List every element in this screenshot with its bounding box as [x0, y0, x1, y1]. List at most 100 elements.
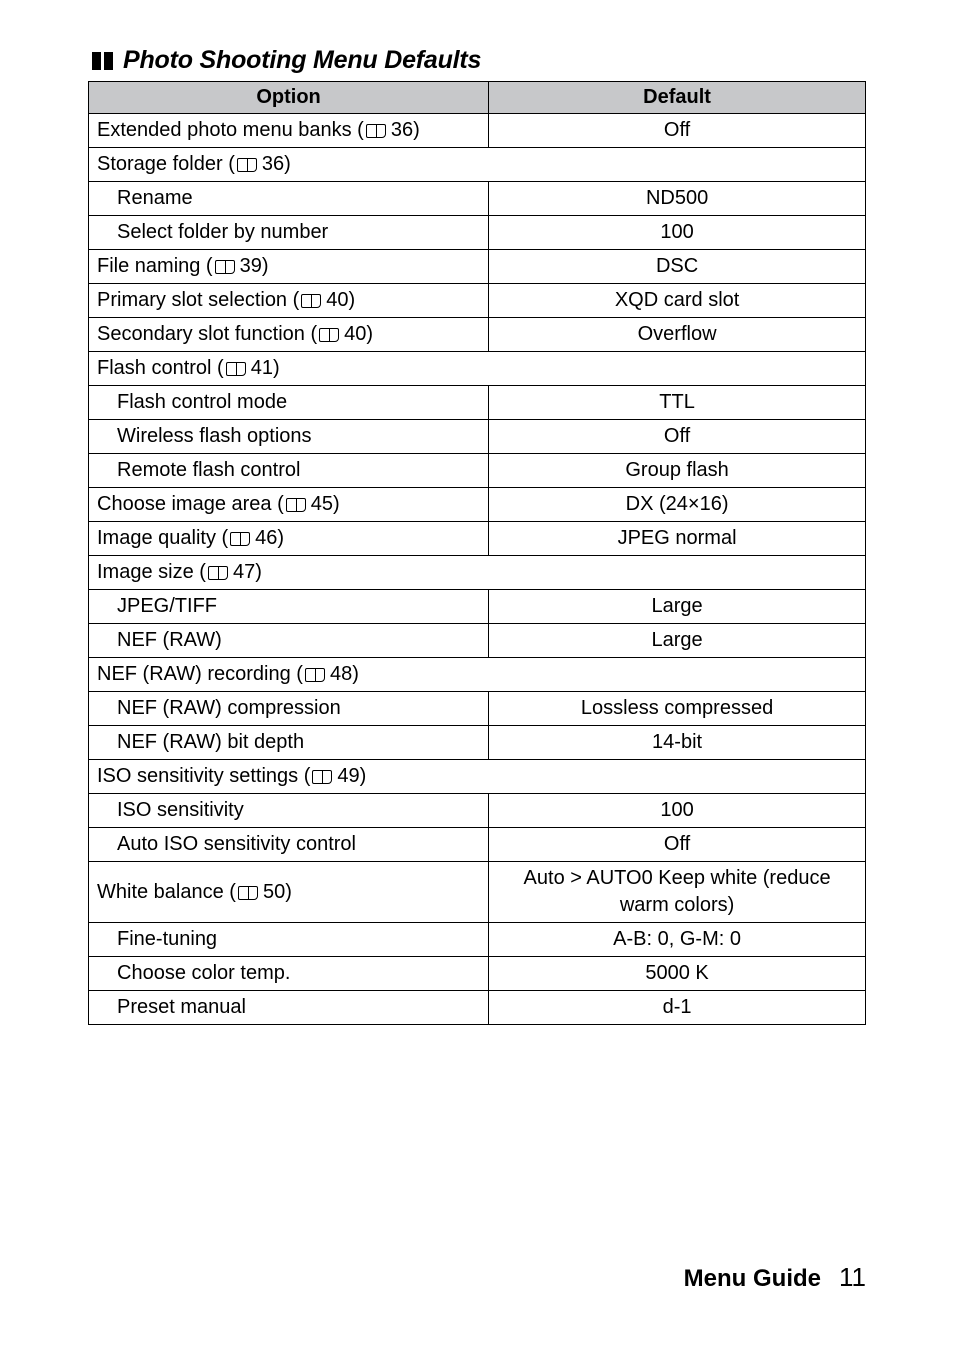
table-row: Extended photo menu banks ( 36)Off: [89, 114, 866, 148]
option-text: White balance ( 50): [97, 881, 292, 903]
ref-page-number: 47: [229, 561, 255, 583]
default-cell: d-1: [489, 991, 866, 1025]
table-row: Preset manual d-1: [89, 991, 866, 1025]
option-tail: ): [262, 255, 269, 277]
option-text: File naming ( 39): [97, 255, 269, 277]
table-row: Fine-tuning A-B: 0, G-M: 0: [89, 923, 866, 957]
default-cell: TTL: [489, 386, 866, 420]
option-text: ISO sensitivity: [97, 797, 480, 824]
option-cell: Preset manual: [89, 991, 489, 1025]
option-cell: White balance ( 50): [89, 862, 489, 923]
option-cell: Image size ( 47): [89, 556, 866, 590]
default-cell: Off: [489, 828, 866, 862]
book-ref-icon: [230, 532, 250, 546]
defaults-table: Option Default Extended photo menu banks…: [88, 81, 866, 1025]
option-tail: ): [284, 153, 291, 175]
default-cell: A-B: 0, G-M: 0: [489, 923, 866, 957]
book-ref-icon: [237, 158, 257, 172]
option-text: Preset manual: [97, 994, 480, 1021]
default-cell: 14-bit: [489, 726, 866, 760]
option-text: Fine-tuning: [97, 926, 480, 953]
table-row: Select folder by number 100: [89, 216, 866, 250]
option-text: Flash control mode: [97, 389, 480, 416]
option-cell: Extended photo menu banks ( 36): [89, 114, 489, 148]
page-footer: Menu Guide 11: [684, 1262, 866, 1293]
option-text: Select folder by number: [97, 219, 480, 246]
option-text: NEF (RAW) recording ( 48): [97, 663, 359, 685]
table-row: NEF (RAW) compressionLossless compressed: [89, 692, 866, 726]
table-row: Secondary slot function ( 40) Overflow: [89, 318, 866, 352]
table-row: ISO sensitivity settings ( 49): [89, 760, 866, 794]
option-text: Primary slot selection ( 40): [97, 289, 355, 311]
ref-page-number: 36: [258, 153, 284, 175]
ref-page-number: 50: [259, 881, 285, 903]
table-header-row: Option Default: [89, 82, 866, 114]
option-cell: File naming ( 39): [89, 250, 489, 284]
table-row: JPEG/TIFFLarge: [89, 590, 866, 624]
footer-label: Menu Guide: [684, 1265, 821, 1293]
table-row: Image quality ( 46)JPEG normal: [89, 522, 866, 556]
option-cell: NEF (RAW): [89, 624, 489, 658]
default-cell: 100: [489, 216, 866, 250]
option-cell: Storage folder ( 36): [89, 148, 866, 182]
table-row: Flash control mode TTL: [89, 386, 866, 420]
default-cell: 5000 K: [489, 957, 866, 991]
option-text: Flash control ( 41): [97, 357, 280, 379]
option-text: Auto ISO sensitivity control: [97, 831, 480, 858]
book-ref-icon: [305, 668, 325, 682]
option-text: NEF (RAW) bit depth: [97, 729, 480, 756]
option-text: Choose image area ( 45): [97, 493, 340, 515]
table-row: Image size ( 47): [89, 556, 866, 590]
option-cell: Auto ISO sensitivity control: [89, 828, 489, 862]
table-row: NEF (RAW)Large: [89, 624, 866, 658]
option-tail: ): [352, 663, 359, 685]
table-row: Wireless flash optionsOff: [89, 420, 866, 454]
ref-page-number: 40: [322, 289, 348, 311]
option-cell: NEF (RAW) recording ( 48): [89, 658, 866, 692]
option-cell: Flash control mode: [89, 386, 489, 420]
option-tail: ): [285, 881, 292, 903]
option-tail: ): [273, 357, 280, 379]
default-cell: Large: [489, 590, 866, 624]
ref-page-number: 36: [387, 119, 413, 141]
default-cell: XQD card slot: [489, 284, 866, 318]
default-cell: Overflow: [489, 318, 866, 352]
option-text: ISO sensitivity settings ( 49): [97, 765, 366, 787]
option-text: NEF (RAW) compression: [97, 695, 480, 722]
table-row: White balance ( 50) Auto > AUTO0 Keep whi…: [89, 862, 866, 923]
table-row: NEF (RAW) bit depth 14-bit: [89, 726, 866, 760]
option-cell: JPEG/TIFF: [89, 590, 489, 624]
table-row: RenameND500: [89, 182, 866, 216]
option-text: Secondary slot function ( 40): [97, 323, 373, 345]
table-row: Choose color temp.5000 K: [89, 957, 866, 991]
option-cell: Primary slot selection ( 40): [89, 284, 489, 318]
option-text: Rename: [97, 185, 480, 212]
book-ref-icon: [238, 886, 258, 900]
book-ref-icon: [301, 294, 321, 308]
default-cell: Auto > AUTO0 Keep white (reduce warm col…: [489, 862, 866, 923]
table-row: Remote flash controlGroup flash: [89, 454, 866, 488]
option-cell: Flash control ( 41): [89, 352, 866, 386]
option-tail: ): [255, 561, 262, 583]
table-row: Primary slot selection ( 40) XQD card slo…: [89, 284, 866, 318]
option-text: Wireless flash options: [97, 423, 480, 450]
table-row: Storage folder ( 36): [89, 148, 866, 182]
book-ref-icon: [366, 124, 386, 138]
book-ref-icon: [312, 770, 332, 784]
option-cell: Secondary slot function ( 40): [89, 318, 489, 352]
option-tail: ): [366, 323, 373, 345]
option-cell: NEF (RAW) compression: [89, 692, 489, 726]
option-cell: Wireless flash options: [89, 420, 489, 454]
ref-page-number: 39: [236, 255, 262, 277]
ref-page-number: 40: [340, 323, 366, 345]
book-ref-icon: [226, 362, 246, 376]
col-header-default: Default: [489, 82, 866, 114]
bullet-mark-icon: [92, 52, 113, 70]
book-ref-icon: [286, 498, 306, 512]
option-tail: ): [360, 765, 367, 787]
ref-page-number: 45: [307, 493, 333, 515]
table-row: ISO sensitivity100: [89, 794, 866, 828]
option-text: NEF (RAW): [97, 627, 480, 654]
option-cell: ISO sensitivity: [89, 794, 489, 828]
option-text: Storage folder ( 36): [97, 153, 291, 175]
